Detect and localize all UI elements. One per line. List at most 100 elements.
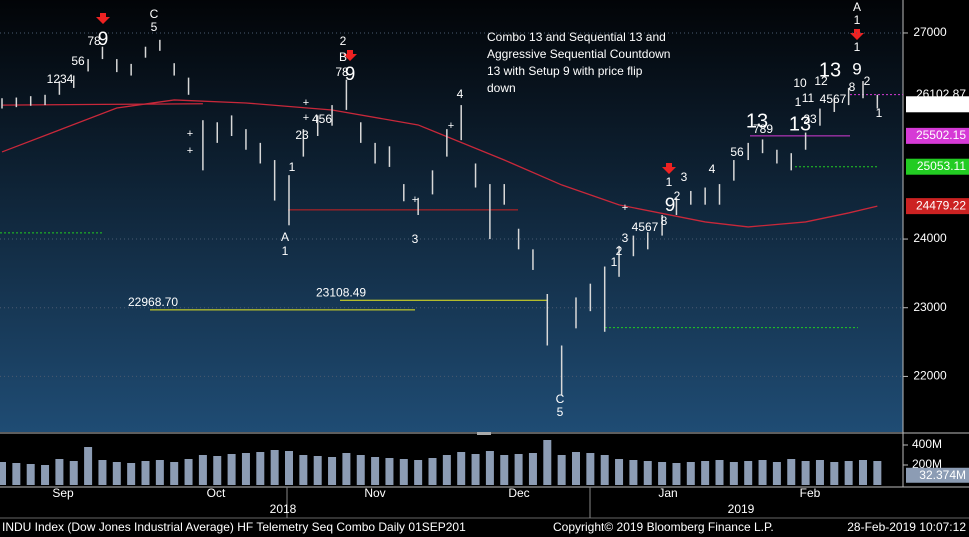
volume-bar bbox=[830, 462, 839, 485]
volume-bar bbox=[844, 461, 853, 485]
signal-label: 4 bbox=[709, 162, 716, 176]
volume-bar bbox=[256, 452, 265, 485]
volume-last-tag bbox=[906, 467, 969, 483]
volume-bar bbox=[543, 440, 552, 485]
volume-bar bbox=[428, 458, 437, 485]
arrows bbox=[96, 13, 864, 174]
volume-bar bbox=[615, 459, 624, 485]
volume-bar bbox=[572, 452, 580, 485]
volume-bar bbox=[285, 451, 293, 485]
volume-last-label: 32.374M bbox=[919, 468, 966, 482]
signal-label: A bbox=[281, 230, 289, 244]
moving-average bbox=[1, 99, 878, 228]
signal-arrow bbox=[662, 163, 676, 174]
comment-line: down bbox=[487, 81, 516, 95]
volume-bar bbox=[500, 455, 509, 485]
signal-label: 1 bbox=[795, 95, 802, 109]
signal-label: 4 bbox=[457, 87, 464, 101]
volume-bar bbox=[729, 462, 738, 485]
comment-line: Aggressive Sequential Countdown bbox=[487, 47, 670, 61]
signal-label: 13 bbox=[819, 59, 841, 81]
footer-left: INDU Index (Dow Jones Industrial Average… bbox=[2, 520, 466, 534]
volume-bar bbox=[514, 454, 523, 485]
price-tag-label: 25053.11 bbox=[917, 159, 966, 173]
signal-label: 8 bbox=[661, 214, 668, 228]
signal-label: 2 bbox=[864, 74, 871, 88]
volume-bar bbox=[0, 462, 6, 485]
volume-bar bbox=[586, 453, 595, 485]
price-panel bbox=[0, 0, 903, 432]
signal-label: 56 bbox=[71, 54, 85, 68]
volume-bar bbox=[485, 451, 494, 485]
volume-bar bbox=[112, 462, 121, 485]
x-tick-label: Sep bbox=[52, 486, 74, 500]
volume-bar bbox=[772, 462, 781, 485]
price-tag bbox=[906, 198, 969, 215]
volume-bar bbox=[55, 459, 64, 485]
signal-label: 3 bbox=[622, 231, 629, 245]
volume-bar bbox=[643, 461, 652, 485]
signal-label: 13 bbox=[746, 110, 768, 132]
volume-bar bbox=[155, 460, 164, 485]
volume-bar bbox=[227, 454, 236, 485]
signal-arrow bbox=[343, 50, 357, 61]
signal-label: 1 bbox=[876, 106, 883, 120]
signal-label: 4567 bbox=[632, 220, 659, 234]
signal-label: 12 bbox=[814, 74, 828, 88]
volume-bar bbox=[457, 452, 466, 485]
signal-label: A bbox=[853, 0, 861, 14]
comment-line: 13 with Setup 9 with price flip bbox=[487, 64, 643, 78]
y-tick-label: 27000 bbox=[913, 25, 947, 39]
price-tag bbox=[906, 127, 969, 144]
year-label: 2018 bbox=[270, 502, 297, 516]
signal-label: 1 bbox=[666, 175, 673, 189]
year-label: 2019 bbox=[728, 502, 755, 516]
price-tag-label: 25961.72 bbox=[916, 96, 966, 110]
price-tag-label: 25502.15 bbox=[916, 128, 966, 142]
volume-tick-label: 400M bbox=[912, 437, 942, 451]
volume-bar bbox=[299, 455, 308, 485]
signal-label: 1234 bbox=[47, 72, 74, 86]
volume-bar bbox=[141, 461, 150, 485]
signal-label: 10 bbox=[793, 76, 807, 90]
volume-bar bbox=[859, 460, 867, 485]
x-tick-label: Dec bbox=[508, 486, 529, 500]
volume-bar bbox=[758, 460, 767, 485]
volume-bar bbox=[801, 461, 810, 485]
signal-label: C bbox=[556, 392, 565, 406]
footer-center: Copyright© 2019 Bloomberg Finance L.P. bbox=[553, 520, 774, 534]
price-tag-label: 24479.22 bbox=[916, 198, 966, 212]
signal-label: 5 bbox=[557, 405, 564, 419]
volume-bar bbox=[815, 460, 824, 485]
volume-bar bbox=[629, 460, 638, 485]
x-tick-label: Nov bbox=[364, 486, 385, 500]
volume-bar bbox=[557, 455, 566, 485]
volume-bar bbox=[701, 461, 710, 485]
moving-average bbox=[1, 103, 203, 106]
comment-line: Combo 13 and Sequential 13 and bbox=[487, 30, 666, 44]
volume-bar bbox=[241, 453, 250, 485]
signal-label: 1 bbox=[854, 40, 861, 54]
volume-bar bbox=[399, 459, 408, 485]
price-tag bbox=[906, 158, 969, 175]
volume-bar bbox=[12, 463, 21, 485]
signal-label: 5 bbox=[151, 20, 158, 34]
volume-bar bbox=[84, 447, 93, 485]
signal-label: 56 bbox=[730, 145, 744, 159]
volume-bar bbox=[184, 459, 193, 485]
signal-label: 2 bbox=[616, 244, 623, 258]
signal-label: + bbox=[412, 194, 418, 206]
signal-arrow bbox=[850, 29, 864, 40]
signal-label: + bbox=[303, 112, 309, 124]
signal-label: 1 bbox=[854, 13, 861, 27]
volume-bar bbox=[342, 453, 351, 485]
signal-label: 23 bbox=[295, 128, 309, 142]
signal-label: 23 bbox=[803, 112, 817, 126]
signal-label: 2 bbox=[674, 189, 681, 203]
signal-label: + bbox=[187, 145, 193, 157]
volume-bar bbox=[98, 460, 107, 485]
volume-bar bbox=[471, 454, 480, 485]
signal-label: + bbox=[622, 202, 628, 214]
